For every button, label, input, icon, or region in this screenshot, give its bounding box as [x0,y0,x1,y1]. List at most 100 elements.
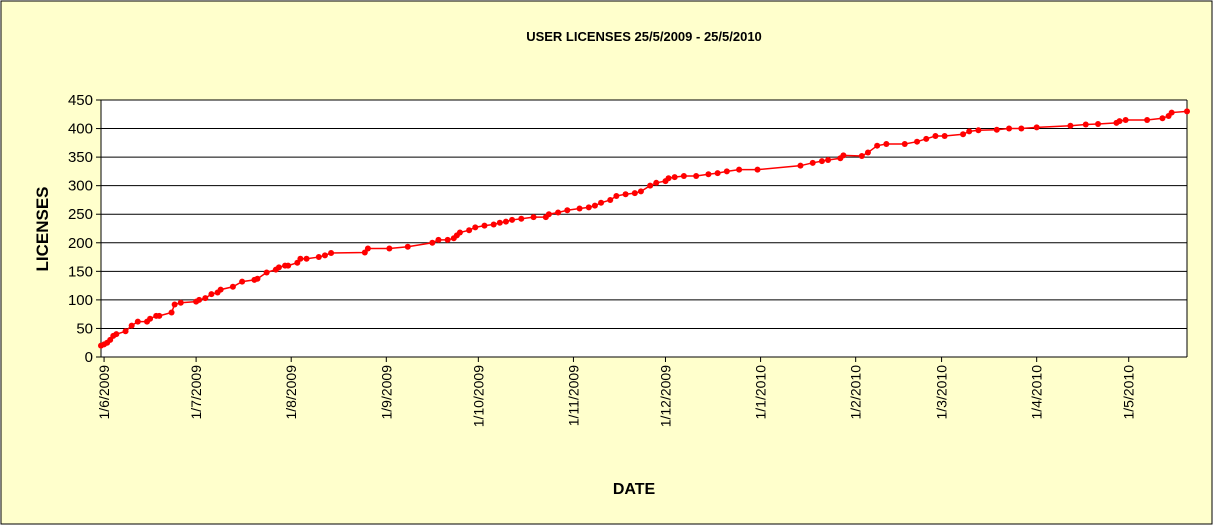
data-point [591,202,598,209]
data-point [874,142,881,149]
data-point [364,245,371,252]
data-point [444,236,451,243]
data-point [472,224,479,231]
data-point [631,190,638,197]
data-point [171,301,178,308]
data-point [122,328,129,335]
x-tick-label: 1/4/2010 [1029,365,1045,420]
data-point [809,159,816,166]
y-tick-label: 150 [68,263,93,280]
data-point [1033,124,1040,131]
data-point [598,199,605,206]
data-point [858,152,865,159]
data-point [1095,120,1102,127]
data-point [321,252,328,259]
data-point [481,222,488,229]
data-point [297,255,304,262]
x-tick-label: 1/9/2009 [378,365,394,420]
y-tick-label: 250 [68,206,93,223]
data-point [328,250,335,257]
data-point [647,182,654,189]
data-point [576,205,583,212]
data-point [254,275,261,282]
data-point [1006,125,1013,132]
data-point [239,278,246,285]
data-point [315,254,322,261]
data-point [653,179,660,186]
data-point [555,209,562,216]
data-point [496,219,503,226]
data-point [113,331,120,338]
data-point [680,172,687,179]
data-point [177,299,184,306]
data-point [285,262,292,269]
data-point [960,131,967,138]
data-point [993,126,1000,133]
x-tick-label: 1/2/2010 [848,365,864,420]
data-point [1082,121,1089,128]
data-point [196,296,203,303]
data-point [168,309,175,316]
data-point [607,196,614,203]
data-point [386,245,393,252]
data-point [736,166,743,173]
data-point [932,132,939,139]
data-point [883,140,890,147]
data-point [1018,125,1025,132]
data-point [840,152,847,159]
data-point [825,156,832,163]
x-tick-label: 1/8/2009 [283,365,299,420]
data-point [518,215,525,222]
data-point [914,138,921,145]
data-point [901,140,908,147]
data-point [1067,122,1074,129]
data-point [208,291,215,298]
data-point [1116,118,1123,125]
data-point [263,269,270,276]
y-tick-label: 350 [68,149,93,166]
data-point [585,204,592,211]
x-tick-label: 1/10/2009 [470,365,486,427]
y-tick-label: 50 [76,320,93,337]
data-point [147,315,154,322]
data-point [490,221,497,228]
data-point [509,216,516,223]
data-point [1184,108,1190,115]
x-tick-label: 1/3/2010 [934,365,950,420]
data-point [714,170,721,177]
y-tick-label: 0 [85,349,93,366]
data-point [530,214,537,221]
data-point [156,312,163,319]
data-point [1159,115,1166,122]
x-tick-label: 1/5/2010 [1121,365,1137,420]
x-tick-label: 1/12/2009 [657,365,673,427]
y-tick-label: 400 [68,121,93,138]
data-point [1168,109,1175,116]
data-point [723,168,730,175]
y-tick-label: 300 [68,178,93,195]
data-point [613,192,620,199]
data-point [966,128,973,135]
data-point [275,264,282,271]
data-point [1122,116,1129,123]
data-point [975,127,982,134]
chart-title: USER LICENSES 25/5/2009 - 25/5/2010 [526,29,762,44]
data-point [622,191,629,198]
y-tick-label: 100 [68,292,93,309]
data-point [665,175,672,182]
data-point [941,132,948,139]
x-tick-label: 1/11/2009 [565,365,581,426]
data-point [1144,116,1151,123]
data-point [754,166,761,173]
data-point [637,188,644,195]
y-axis-label: LICENSES [33,186,52,271]
y-tick-label: 200 [68,235,93,252]
data-point [303,255,310,262]
data-point [435,236,442,243]
plot-area [101,100,1187,357]
data-point [545,211,552,218]
data-point [134,318,141,325]
data-point [564,207,571,214]
data-point [502,218,509,225]
